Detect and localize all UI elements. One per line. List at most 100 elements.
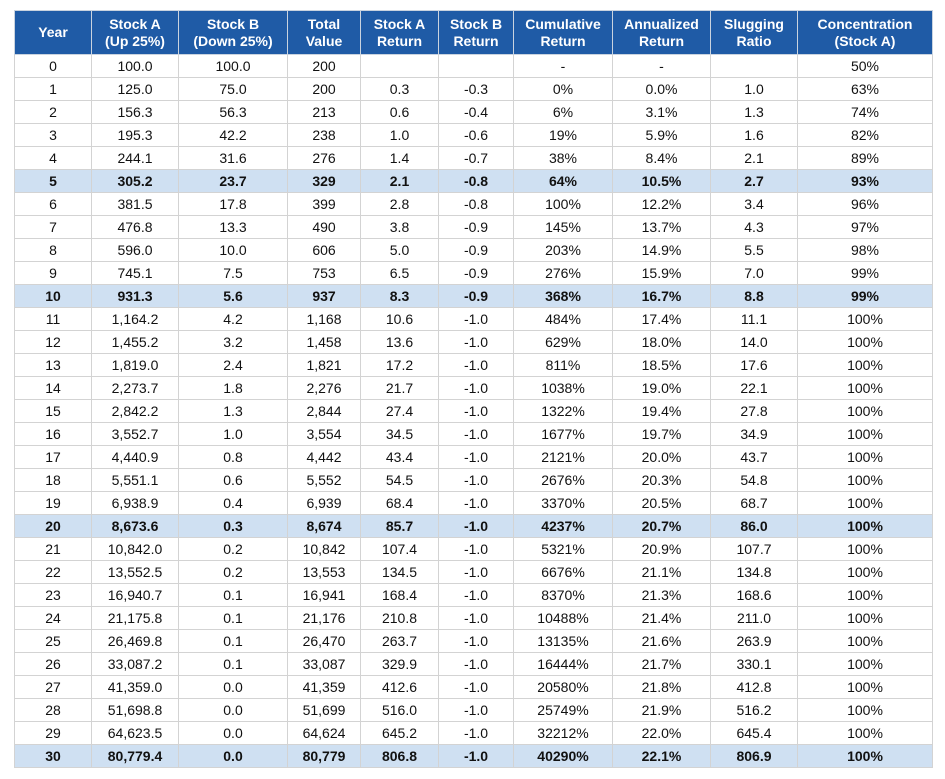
table-cell: 0.2	[178, 537, 288, 561]
table-cell: 80,779.4	[91, 744, 179, 768]
data-table: Year Stock A (Up 25%) Stock B (Down 25%) To…	[14, 10, 933, 768]
table-cell: 21.4%	[612, 606, 711, 630]
header-row: Year Stock A (Up 25%) Stock B (Down 25%) To…	[14, 10, 933, 55]
table-cell: 11	[14, 307, 92, 331]
table-cell: 1.0	[710, 77, 798, 101]
table-cell: 25	[14, 629, 92, 653]
table-cell: 100%	[797, 399, 933, 423]
table-cell: 18.5%	[612, 353, 711, 377]
table-cell: 100%	[797, 721, 933, 745]
table-cell: 100%	[797, 652, 933, 676]
table-cell: 0.1	[178, 652, 288, 676]
table-cell: 50%	[797, 54, 933, 78]
table-cell: 25749%	[513, 698, 613, 722]
table-row: 22 13,552.5 0.2 13,553 134.5 -1.0 6676% 21.1% 13…	[14, 560, 933, 584]
table-cell: 18	[14, 468, 92, 492]
table-cell: 8	[14, 238, 92, 262]
table-cell: 64%	[513, 169, 613, 193]
table-cell: 2,273.7	[91, 376, 179, 400]
table-cell: 64,623.5	[91, 721, 179, 745]
table-row: 18 5,551.1 0.6 5,552 54.5 -1.0 2676% 20.3% 54.8 1…	[14, 468, 933, 492]
table-cell: -0.9	[438, 215, 514, 239]
table-cell: 100%	[797, 445, 933, 469]
table-cell: -1.0	[438, 445, 514, 469]
table-cell: 19.4%	[612, 399, 711, 423]
table-cell: 100%	[797, 537, 933, 561]
table-cell: -0.9	[438, 284, 514, 308]
table-cell: 1677%	[513, 422, 613, 446]
table-cell: 244.1	[91, 146, 179, 170]
table-cell: 0.6	[178, 468, 288, 492]
table-cell: 329.9	[360, 652, 439, 676]
table-cell: 13.7%	[612, 215, 711, 239]
table-cell: 21	[14, 537, 92, 561]
table-cell: 1,821	[287, 353, 361, 377]
table-cell: 3,552.7	[91, 422, 179, 446]
table-cell: 381.5	[91, 192, 179, 216]
table-cell: 1,455.2	[91, 330, 179, 354]
table-cell: 26,469.8	[91, 629, 179, 653]
table-cell: 2.1	[360, 169, 439, 193]
table-header: Year Stock A (Up 25%) Stock B (Down 25%) To…	[14, 10, 933, 55]
table-cell: 134.5	[360, 560, 439, 584]
table-cell: 7	[14, 215, 92, 239]
table-row: 8 596.0 10.0 606 5.0 -0.9 203% 14.9% 5.5 98%	[14, 238, 933, 262]
table-cell: 3,554	[287, 422, 361, 446]
table-row: 17 4,440.9 0.8 4,442 43.4 -1.0 2121% 20.0% 43.7 1…	[14, 445, 933, 469]
table-cell: 22.1%	[612, 744, 711, 768]
table-cell: 1.6	[710, 123, 798, 147]
table-cell: 100%	[797, 583, 933, 607]
table-cell: 8,673.6	[91, 514, 179, 538]
table-cell: -0.6	[438, 123, 514, 147]
table-cell: 2.4	[178, 353, 288, 377]
table-cell: 134.8	[710, 560, 798, 584]
table-cell: 100%	[797, 422, 933, 446]
table-cell: 6%	[513, 100, 613, 124]
table-cell: 0.8	[178, 445, 288, 469]
table-cell: 21.1%	[612, 560, 711, 584]
table-cell: 100.0	[91, 54, 179, 78]
table-cell: 210.8	[360, 606, 439, 630]
table-cell: 645.2	[360, 721, 439, 745]
table-cell: 5,552	[287, 468, 361, 492]
table-cell: 100%	[797, 468, 933, 492]
table-cell: 100%	[797, 744, 933, 768]
table-cell: 168.6	[710, 583, 798, 607]
table-cell: 213	[287, 100, 361, 124]
table-cell: 23	[14, 583, 92, 607]
table-cell: 100%	[797, 376, 933, 400]
table-row: 4 244.1 31.6 276 1.4 -0.7 38% 8.4% 2.1 89%	[14, 146, 933, 170]
table-cell: 11.1	[710, 307, 798, 331]
table-cell: 5.0	[360, 238, 439, 262]
table-cell: 42.2	[178, 123, 288, 147]
table-cell: 0.3	[360, 77, 439, 101]
table-cell: 21.7%	[612, 652, 711, 676]
table-cell: 16444%	[513, 652, 613, 676]
table-cell: -1.0	[438, 606, 514, 630]
table-cell: 516.2	[710, 698, 798, 722]
table-row: 28 51,698.8 0.0 51,699 516.0 -1.0 25749% 21.9% 5…	[14, 698, 933, 722]
table-cell: 41,359	[287, 675, 361, 699]
table-cell: 2	[14, 100, 92, 124]
table-row: 1 125.0 75.0 200 0.3 -0.3 0% 0.0% 1.0 63%	[14, 77, 933, 101]
table-row: 24 21,175.8 0.1 21,176 210.8 -1.0 10488% 21.4% 2…	[14, 606, 933, 630]
table-cell: 10.5%	[612, 169, 711, 193]
table-cell: 18.0%	[612, 330, 711, 354]
table-cell: -0.4	[438, 100, 514, 124]
table-cell: 10,842	[287, 537, 361, 561]
table-cell: 5.9%	[612, 123, 711, 147]
table-cell: 1.0	[178, 422, 288, 446]
table-cell: 14.9%	[612, 238, 711, 262]
table-cell: 100%	[797, 675, 933, 699]
table-cell: 31.6	[178, 146, 288, 170]
table-cell: 33,087.2	[91, 652, 179, 676]
table-cell: -0.9	[438, 238, 514, 262]
table-cell: 22	[14, 560, 92, 584]
table-cell: 27	[14, 675, 92, 699]
table-cell: 1038%	[513, 376, 613, 400]
table-cell: 26,470	[287, 629, 361, 653]
table-cell: 98%	[797, 238, 933, 262]
column-header: Cumulative Return	[513, 10, 613, 55]
table-cell: 1	[14, 77, 92, 101]
